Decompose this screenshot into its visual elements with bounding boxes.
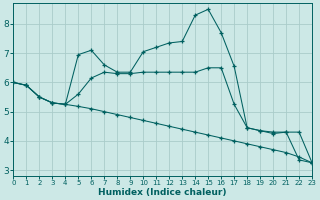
X-axis label: Humidex (Indice chaleur): Humidex (Indice chaleur)	[99, 188, 227, 197]
